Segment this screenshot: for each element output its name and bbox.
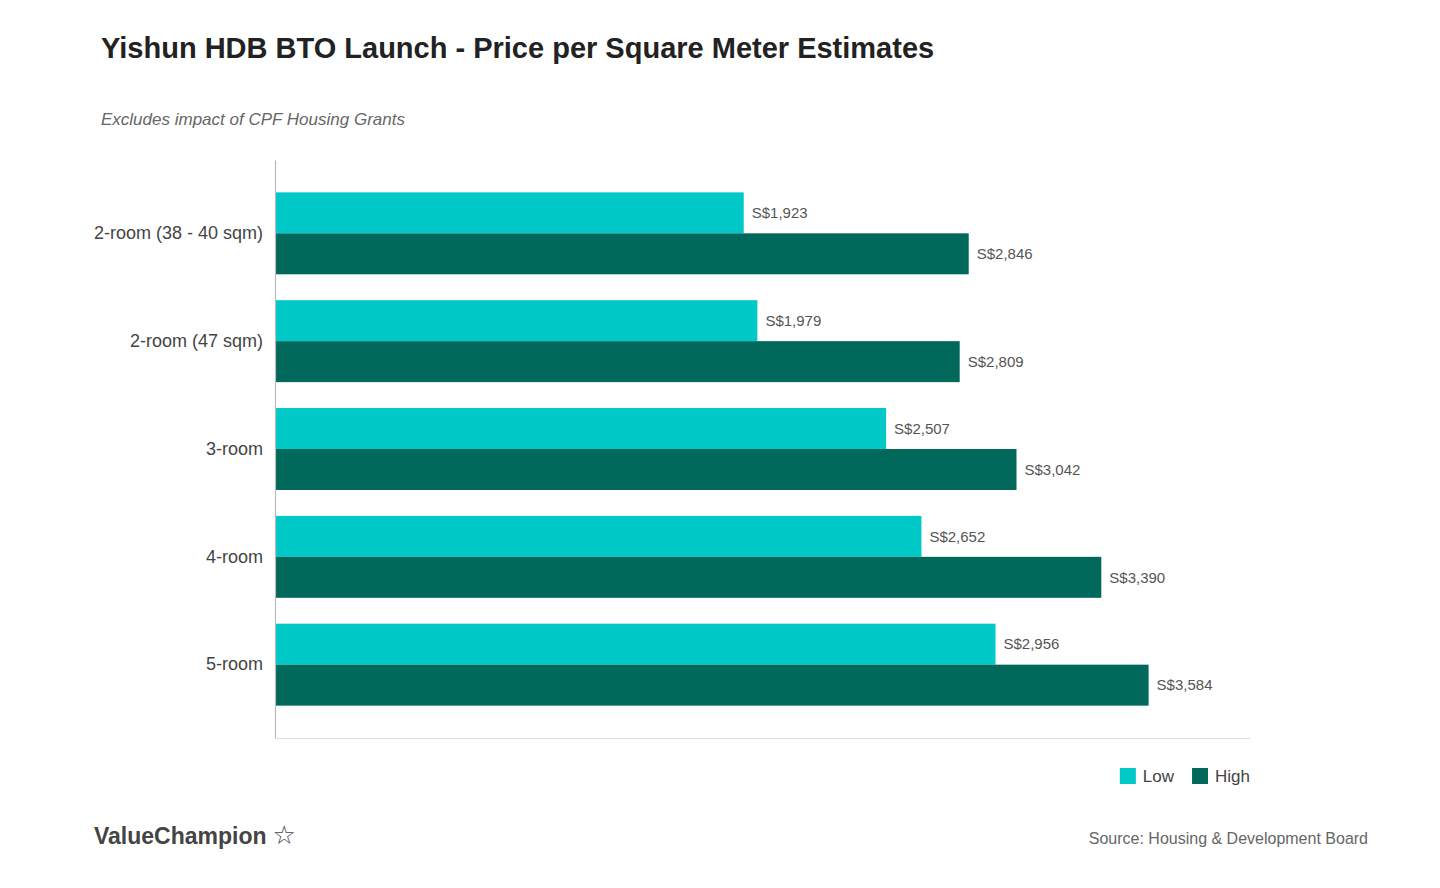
data-label: S$2,652 [929,528,985,545]
data-label: S$2,956 [1004,635,1060,652]
data-label: S$2,809 [968,353,1024,370]
y-tick-label: 4-room [206,547,263,567]
legend-item: Low [1120,767,1175,786]
y-tick: 2-room (47 sqm) [130,331,275,351]
y-axis-line [275,161,276,739]
x-axis-line [276,738,1251,739]
watermark-star: ☆ [273,820,296,850]
data-label: S$3,390 [1109,569,1165,586]
subtitle: Excludes impact of CPF Housing Grants [101,110,405,129]
y-axis: 2-room (38 - 40 sqm) 2-room (47 sqm) 3-roo… [94,161,276,739]
x-axis [276,738,1251,739]
y-tick: 4-room [206,547,275,567]
title: Yishun HDB BTO Launch - Price per Square… [101,32,934,64]
y-tick: 2-room (38 - 40 sqm) [94,223,275,243]
legend: Low High [1120,767,1250,786]
y-tick: 5-room [206,654,275,674]
watermark: ValueChampion [94,823,267,849]
y-tick-label: 3-room [206,439,263,459]
legend-swatch [1192,768,1208,784]
y-tick-label: 2-room (38 - 40 sqm) [94,223,263,243]
y-tick: 3-room [206,439,275,459]
bar [275,192,744,233]
chart: Yishun HDB BTO Launch - Price per Square… [0,0,1440,888]
data-label: S$1,979 [765,312,821,329]
data-label: S$2,507 [894,420,950,437]
bar [275,665,1149,706]
data-labels: S$1,923 S$1,979 S$2,507 S$2,652 S$2,956 S$2,8… [752,204,1213,693]
bar [275,557,1101,598]
bar [275,408,886,449]
y-tick-label: 2-room (47 sqm) [130,331,263,351]
data-label: S$1,923 [752,204,808,221]
legend-swatch [1120,768,1136,784]
y-tick-label: 5-room [206,654,263,674]
legend-label: High [1215,767,1250,786]
bar [275,624,996,665]
bar [275,300,757,341]
bar [275,341,960,382]
bar [275,233,969,274]
data-label: S$2,846 [977,245,1033,262]
data-label: S$3,042 [1024,461,1080,478]
legend-item: High [1192,767,1250,786]
data-label: S$3,584 [1157,676,1213,693]
bar [275,449,1016,490]
bar [275,516,921,557]
source-note: Source: Housing & Development Board [1089,830,1368,847]
bars [275,192,1149,705]
legend-label: Low [1143,767,1175,786]
plot-area: S$1,923 S$1,979 S$2,507 S$2,652 S$2,956 S$2,8… [94,161,1251,739]
